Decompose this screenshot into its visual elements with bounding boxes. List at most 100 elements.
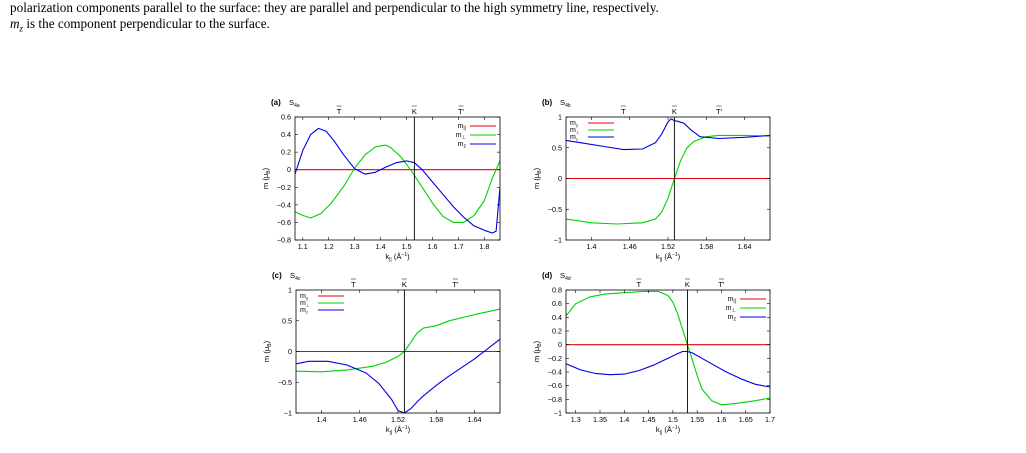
x-axis-label-sub: || [660,257,663,263]
x-axis-label-close: ) [678,252,681,261]
y-axis-label-close: ) [532,167,541,170]
legend-label: mz [570,134,578,142]
panel-structure-label: S4c [290,271,301,282]
legend-label-m: m [728,296,734,303]
series-group [566,290,770,406]
x-tick-label: 1.1 [298,242,308,251]
x-axis-label-k: k [385,252,389,261]
x-tick-label: 1.58 [429,415,443,424]
caption-symbol-sub: z [19,23,24,34]
legend-label-sub: z [306,310,308,315]
y-tick-label: −0.2 [277,183,291,192]
legend-label-m: m [458,123,464,130]
legend-label-sub: z [463,144,466,150]
x-tick-label: 1.64 [468,415,482,424]
x-tick-label: 1.52 [661,242,675,251]
x-tick-label: 1.46 [353,415,367,424]
legend-label: m|| [458,123,466,132]
legend-label-sub: z [576,137,578,142]
x-axis-label-exp: −1 [402,425,408,431]
series-line [566,290,770,406]
x-tick-label: 1.52 [391,415,405,424]
y-tick-label: 0.8 [552,286,562,295]
panel-structure-label-main: S [560,98,565,107]
legend-label-m: m [570,120,576,127]
y-tick-label: 0 [288,347,292,356]
y-tick-label: 0.4 [552,313,562,322]
legend-label-sub: ⊥ [306,303,310,308]
series-line [566,118,770,151]
legend-label-m: m [300,307,306,314]
x-axis-label-exp: −1 [401,252,407,258]
x-tick-label: 1.35 [593,415,607,424]
caption-symbol: m [10,16,20,31]
x-axis-label: k|| (Å−1) [386,425,411,436]
y-tick-label: −1 [284,409,292,418]
x-axis-label-sub: || [390,430,393,436]
legend-label-m: m [570,127,576,134]
x-axis-label-exp: −1 [672,425,678,431]
x-tick-label: 1.5 [402,242,412,251]
series-line [296,338,500,413]
x-axis-label-unit: (Å [662,252,673,261]
y-axis-label-sub: B [266,170,272,174]
symmetry-point-label: T' [716,107,723,116]
x-tick-label: 1.45 [642,415,656,424]
panel-structure-label-sub: 4a [294,103,300,109]
x-tick-label: 1.5 [668,415,678,424]
panel-structure-label: S4d [560,271,571,282]
y-tick-label: −0.6 [277,218,291,227]
legend-label-m: m [458,141,464,148]
x-tick-label: 1.4 [376,242,386,251]
chart-panel-4c: 1.4 1.46 1.52 1.58 1.64−1−0.500.51k|| (Å−1)m… [262,271,501,436]
y-axis-label-sub: B [537,170,543,174]
x-tick-label: 1.8 [479,242,489,251]
y-axis-label: m (μB) [261,167,272,189]
x-tick-label: 1.55 [690,415,704,424]
y-tick-label: −0.6 [548,381,562,390]
symmetry-point-label: T [621,107,626,116]
y-tick-label: −0.8 [548,395,562,404]
y-tick-label: −0.4 [277,200,291,209]
plot-frame [565,289,771,414]
x-axis-label-unit: (Å [392,425,403,434]
legend-label-sub: || [733,299,736,305]
y-axis-label-main: m (μ [532,174,541,189]
panel-letter: (c) [272,271,282,280]
legend-label: mz [300,307,308,315]
panel-structure-label: S4b [560,98,571,109]
x-tick-label: 1.3 [571,415,581,424]
y-tick-label: −1 [554,409,562,418]
legend-label-m: m [300,300,306,307]
caption-line-2-rest: is the component perpendicular to the su… [23,16,270,31]
panel-structure-label-sub: 4b [565,103,571,109]
x-axis-label-k: k [656,252,660,261]
y-tick-label: −0.5 [278,378,292,387]
series-group [295,127,500,234]
legend-label: mz [458,141,467,150]
y-tick-label: −0.8 [277,236,291,245]
x-tick-label: 1.7 [765,415,775,424]
symmetry-point-label: K [685,280,690,289]
y-axis-label-main: m (μ [532,347,541,362]
x-axis-label-sub: || [389,257,392,263]
symmetry-point-label: K [412,107,417,116]
x-axis-label-close: ) [408,425,411,434]
y-tick-label: −0.2 [548,354,562,363]
legend-label-sub: ⊥ [576,130,580,135]
x-axis-label: k|| (Å−1) [656,252,681,263]
y-tick-label: 0.6 [281,113,291,122]
caption-text: polarization components parallel to the … [10,0,1020,37]
x-tick-label: 1.2 [324,242,334,251]
legend-label-m: m [728,314,734,321]
legend-label-sub: z [733,317,736,323]
y-tick-label: 0 [287,165,291,174]
y-axis-label-close: ) [532,340,541,343]
x-tick-label: 1.46 [623,242,637,251]
x-axis-label-exp: −1 [672,252,678,258]
x-tick-label: 1.4 [317,415,327,424]
chart-panel-4d: 1.3 1.35 1.4 1.45 1.5 1.55 1.6 1.65 1.7 −1 −0.8 −0.… [532,271,775,436]
legend-label: m|| [570,120,578,128]
caption-line-1: polarization components parallel to the … [10,0,659,15]
symmetry-point-label: T' [718,280,725,289]
